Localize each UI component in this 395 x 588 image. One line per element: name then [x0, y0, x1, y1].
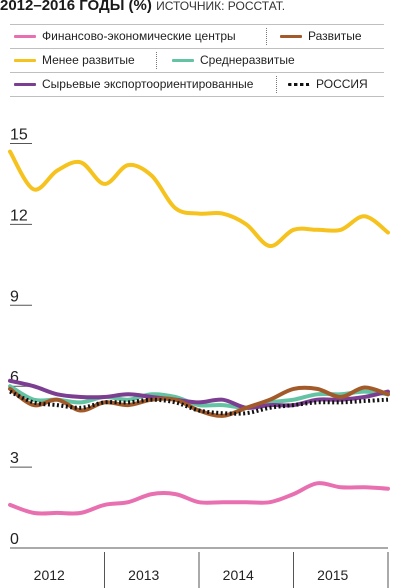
chart-title: 2012–2016 ГОДЫ (%)	[0, 0, 152, 14]
y-tick-label: 6	[10, 369, 19, 386]
legend-swatch-financial-centers	[14, 35, 36, 39]
legend-label-developed: Развитые	[308, 29, 362, 43]
legend-item-developed: Развитые	[280, 25, 362, 48]
y-tick-label: 3	[10, 450, 19, 467]
x-axis: 2012 2013 2014 2015	[10, 547, 389, 588]
series-line-resource-export	[8, 378, 390, 410]
series-line-less-developed	[8, 149, 390, 248]
legend-label-resource-export: Сырьевые экспортоориентированные	[42, 77, 254, 91]
legend-swatch-russia	[288, 83, 310, 87]
series-line-russia	[9, 389, 389, 416]
x-tick-label: 2012	[34, 567, 65, 583]
legend-label-less-developed: Менее развитые	[42, 53, 135, 67]
y-axis: 0 3 6 9 12 15	[10, 126, 32, 549]
legend-row-3: Сырьевые экспортоориентированные РОССИЯ	[10, 73, 384, 97]
x-tick-label: 2014	[223, 567, 254, 583]
chart-title-row: 2012–2016 ГОДЫ (%) ИСТОЧНИК: РОССТАТ.	[0, 0, 395, 18]
legend-swatch-developed	[280, 35, 302, 39]
legend-separator	[156, 52, 157, 69]
legend-item-resource-export: Сырьевые экспортоориентированные	[14, 73, 253, 96]
legend-label-medium-developed: Среднеразвитые	[200, 53, 295, 67]
legend-item-less-developed: Менее развитые	[14, 49, 135, 72]
legend-row-1: Финансово-экономические центры Развитые	[10, 25, 384, 49]
legend-swatch-less-developed	[14, 59, 36, 63]
legend-separator	[266, 28, 267, 45]
legend-swatch-resource-export	[14, 83, 36, 87]
chart-source: ИСТОЧНИК: РОССТАТ.	[156, 0, 286, 13]
legend-item-medium-developed: Среднеразвитые	[172, 49, 295, 72]
legend-swatch-medium-developed	[172, 59, 194, 63]
x-tick-label: 2015	[317, 567, 348, 583]
legend-row-2: Менее развитые Среднеразвитые	[10, 49, 384, 73]
series-lines	[8, 149, 390, 516]
y-tick-label: 0	[10, 531, 19, 548]
series-line-medium-developed	[8, 384, 390, 410]
legend-separator	[276, 76, 277, 93]
legend-label-russia: РОССИЯ	[316, 77, 368, 91]
chart-legend: Финансово-экономические центры Развитые …	[10, 24, 384, 97]
legend-item-financial-centers: Финансово-экономические центры	[14, 25, 236, 48]
legend-item-russia: РОССИЯ	[288, 73, 368, 96]
y-tick-label: 15	[10, 126, 28, 143]
y-tick-label: 12	[10, 207, 28, 224]
x-tick-label: 2013	[128, 567, 159, 583]
y-tick-label: 9	[10, 288, 19, 305]
series-line-financial-centers	[8, 481, 390, 516]
legend-label-financial-centers: Финансово-экономические центры	[42, 29, 236, 43]
